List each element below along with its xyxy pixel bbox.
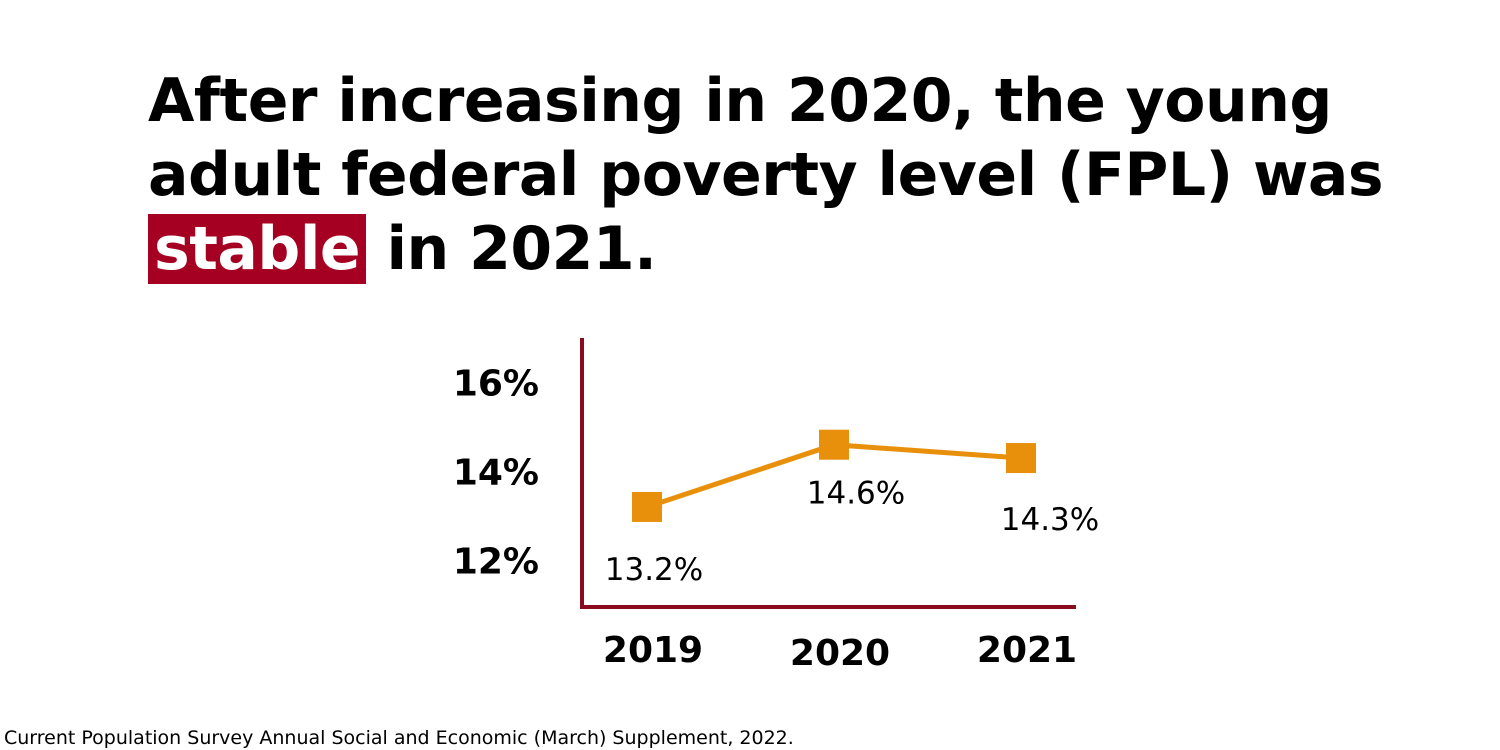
headline-highlight: stable [148,214,367,284]
data-label: 14.3% [1001,502,1099,538]
y-tick-label: 12% [453,541,539,582]
x-tick-labels: 2019 2020 2021 [603,630,1077,674]
data-labels: 13.2% 14.6% 14.3% [605,476,1099,588]
data-markers [632,429,1036,522]
x-tick-label: 2021 [977,630,1077,671]
source-note: Current Population Survey Annual Social … [4,727,794,749]
headline: After increasing in 2020, the young adul… [148,64,1448,286]
x-tick-label: 2019 [603,630,703,671]
data-point-marker [632,491,662,522]
data-point-marker [1006,443,1036,474]
data-point-marker [819,429,849,460]
y-tick-labels: 12% 14% 16% [453,363,539,582]
y-tick-label: 16% [453,363,539,404]
y-tick-label: 14% [453,452,539,493]
headline-text-before: After increasing in 2020, the young adul… [148,66,1384,210]
data-label: 13.2% [605,552,703,588]
data-label: 14.6% [807,476,905,512]
headline-text-after: in 2021. [386,214,657,284]
x-tick-label: 2020 [790,633,890,674]
